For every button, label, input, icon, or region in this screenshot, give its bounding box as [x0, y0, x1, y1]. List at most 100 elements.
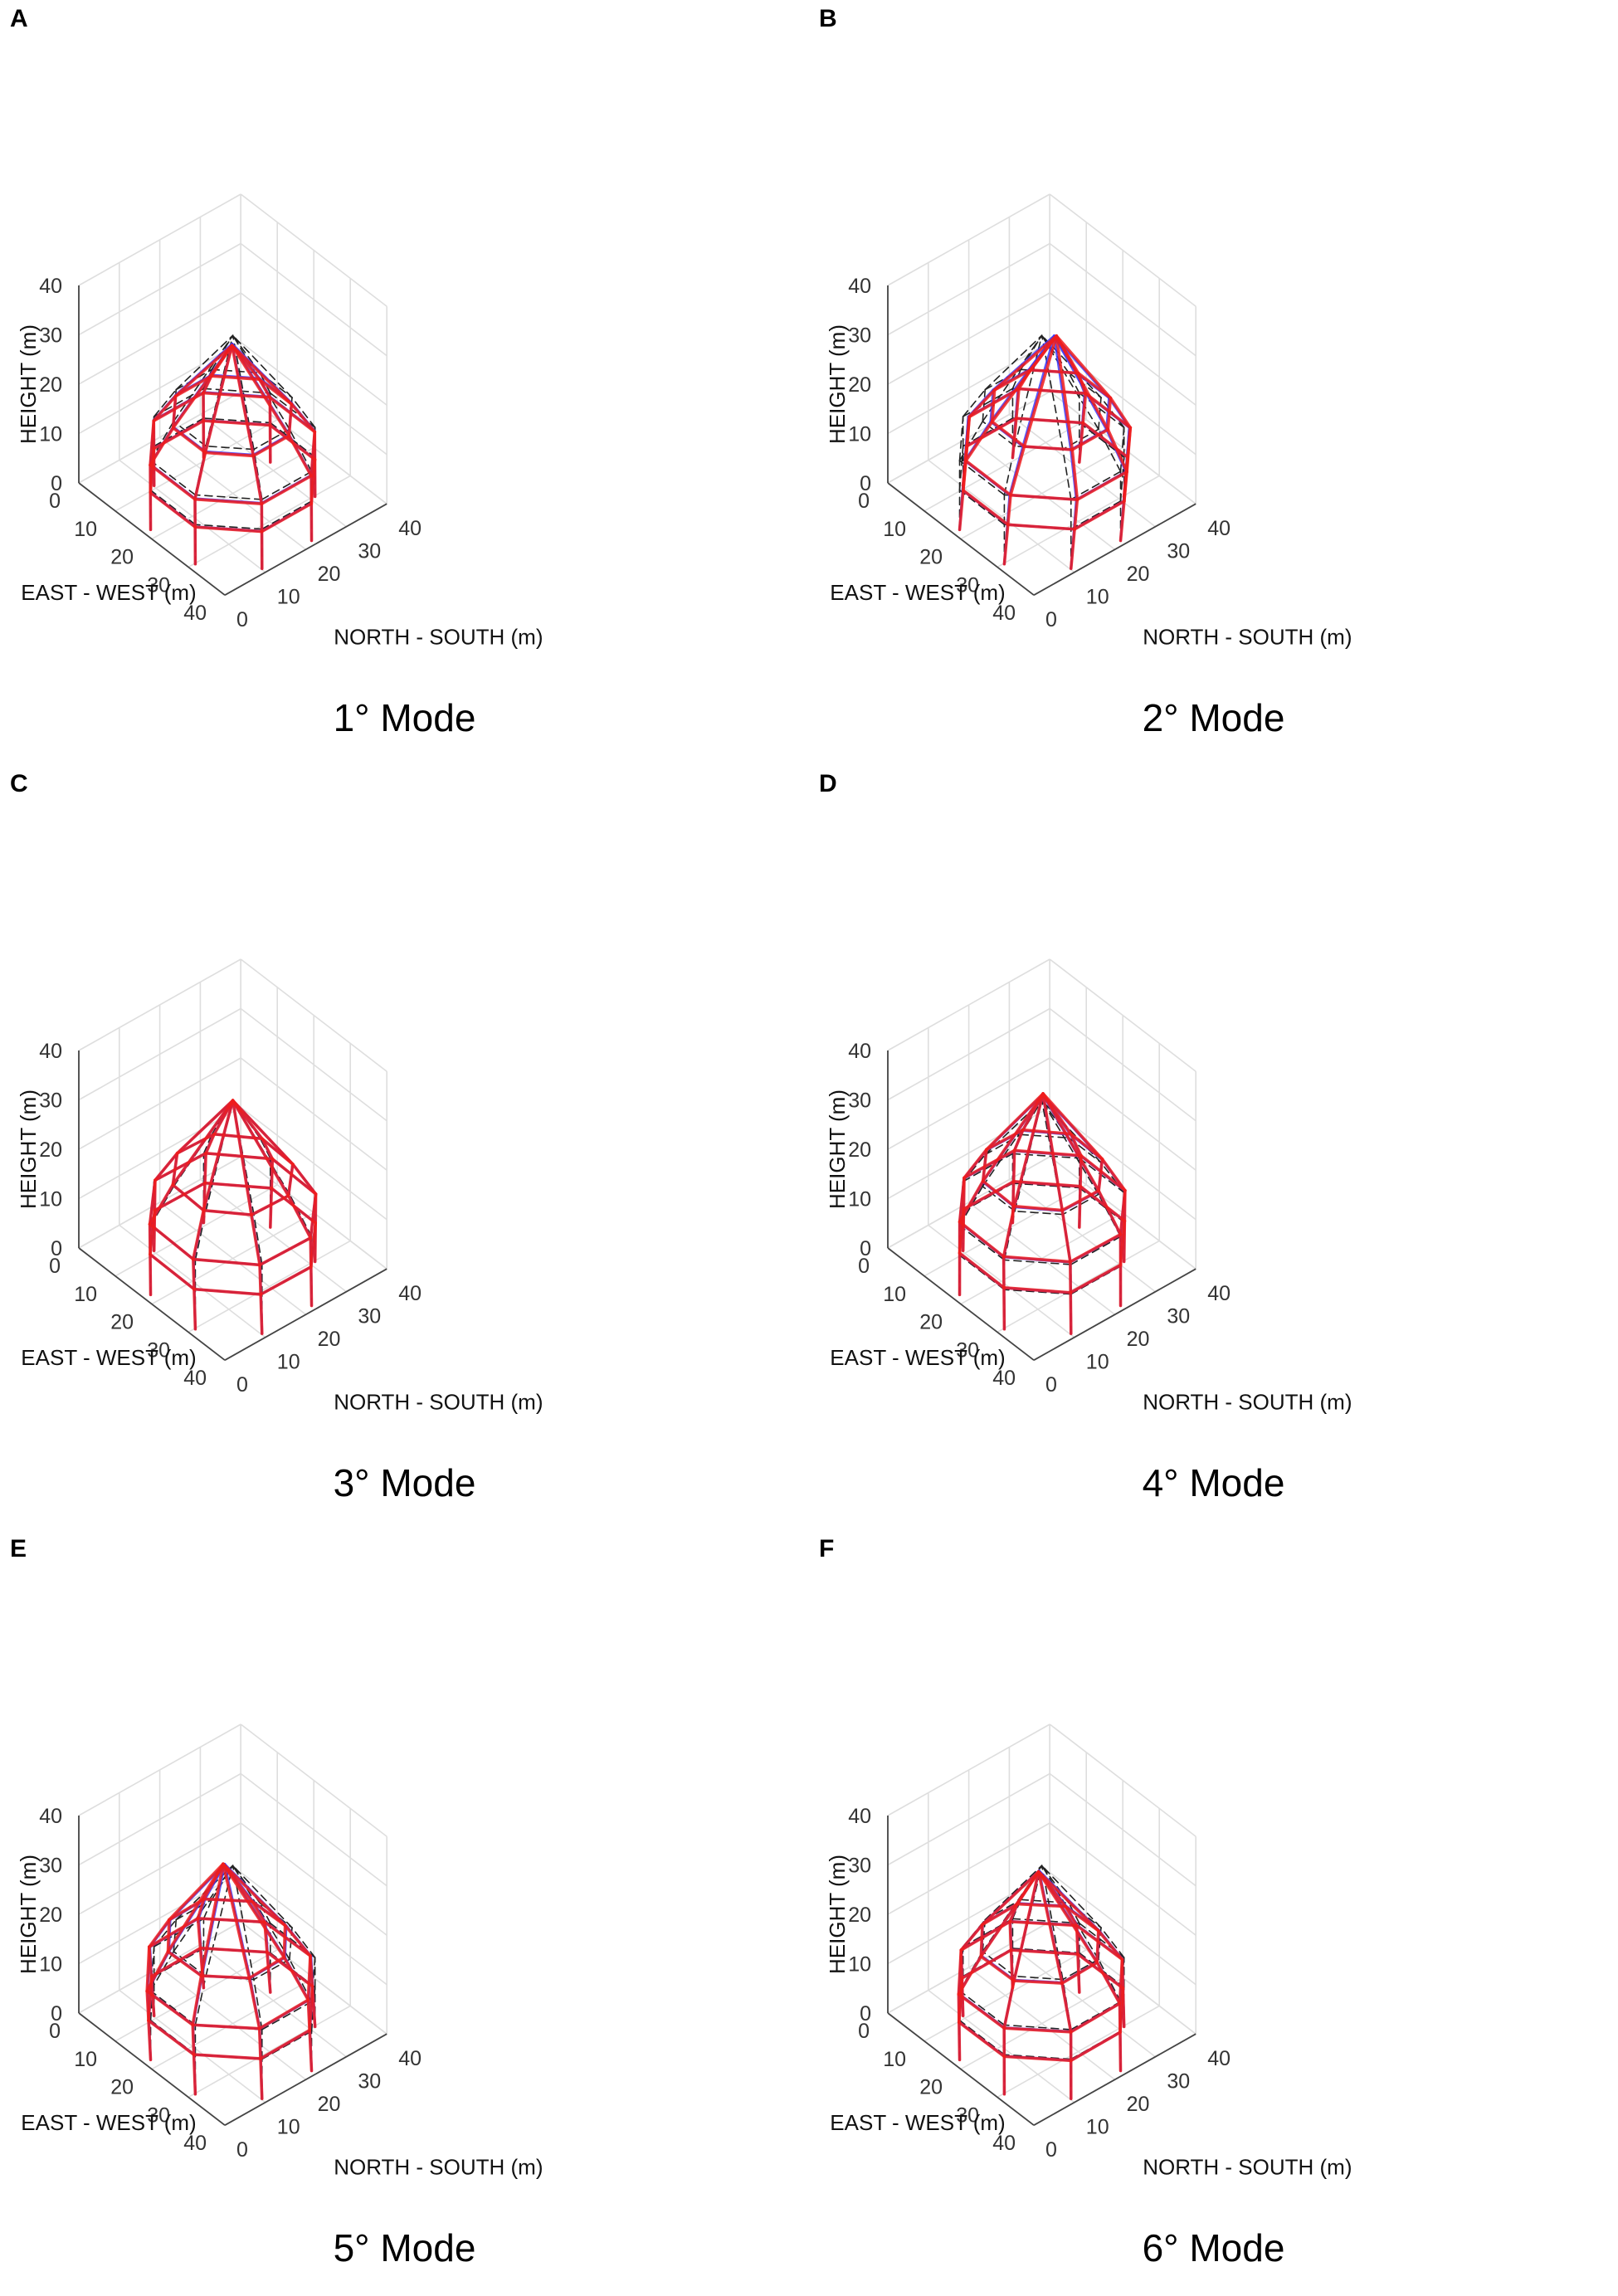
frame-member — [257, 378, 272, 399]
frame-member — [202, 391, 272, 399]
frame-member — [1028, 368, 1080, 375]
frame-member — [231, 334, 255, 451]
frame-member — [1012, 1869, 1040, 1982]
height-tick-label: 0 — [51, 472, 62, 495]
ns-axis-label: NORTH - SOUTH (m) — [334, 1390, 543, 1415]
frame-member — [230, 344, 291, 437]
grid-line — [960, 446, 1123, 540]
frame-member — [202, 417, 271, 424]
ns-tick-label: 20 — [318, 2093, 341, 2116]
frame-member — [1036, 1869, 1100, 1933]
frame-member — [282, 1955, 310, 2002]
ns-axis-line — [1033, 503, 1196, 596]
ns-tick-label: 20 — [1127, 2093, 1150, 2116]
axes — [78, 1816, 387, 2126]
panel-f: F 0 10 20 30 40 0 10 20 30 40 0 10 20 30 40 HEIGHT (m) E… — [809, 1530, 1618, 2295]
ew-tick-label: 30 — [147, 573, 170, 597]
ns-tick-label: 30 — [1167, 2070, 1190, 2094]
frame-member — [263, 1920, 269, 1954]
ns-tick-label: 20 — [318, 1328, 341, 1351]
frame-member — [196, 1897, 206, 1920]
frame-member — [1002, 2055, 1073, 2063]
series-deformed-red- — [149, 344, 317, 571]
ns-axis-line — [224, 2033, 387, 2126]
frame-member — [153, 1178, 157, 1212]
frame-member — [1078, 392, 1125, 428]
ns-tick-label: 10 — [1086, 1351, 1109, 1374]
frame-member — [171, 1183, 206, 1212]
frame-member — [258, 1236, 313, 1267]
ew-tick-label: 30 — [147, 1338, 170, 1362]
frame-member — [984, 1133, 1022, 1156]
plot-3d-mode-4: 0 10 20 30 40 0 10 20 30 40 0 10 20 30 40 HEIGHT (m) EAS… — [825, 958, 1352, 1415]
ew-tick-label: 20 — [919, 1311, 943, 1334]
frame-member — [192, 1208, 206, 1261]
frame-member — [1081, 392, 1088, 425]
ew-axis-line — [887, 2012, 1035, 2126]
frame-member — [1100, 1158, 1127, 1192]
frame-member — [962, 388, 1014, 417]
frame-member — [960, 1977, 965, 2018]
frame-member — [154, 1152, 179, 1182]
frame-member — [168, 1897, 206, 1922]
ew-tick-label: 20 — [919, 546, 943, 569]
frame-member — [957, 1992, 1006, 2030]
frame-member — [1016, 1869, 1040, 1906]
frame-member — [959, 1923, 984, 1952]
frame-member — [1009, 1948, 1015, 1990]
frame-member — [173, 1918, 178, 1952]
frame-member — [1069, 2001, 1122, 2034]
axes — [887, 1051, 1196, 1361]
ns-tick-label: 10 — [1086, 586, 1109, 609]
height-tick-label: 20 — [848, 1904, 871, 1927]
frame-member — [1012, 1979, 1064, 1985]
frame-member — [196, 1917, 202, 1950]
frame-member — [148, 1917, 200, 1949]
frame-member — [965, 415, 972, 448]
series-deformed-red- — [957, 1869, 1126, 2101]
frame-member — [231, 1865, 255, 1981]
ew-tick-label: 10 — [883, 2048, 906, 2071]
frame-member — [1060, 1982, 1073, 2034]
height-tick-label: 20 — [848, 1138, 871, 1162]
height-tick-label: 30 — [39, 1855, 62, 1878]
ns-tick-label: 10 — [277, 586, 300, 609]
grid-line — [151, 1211, 314, 1305]
frame-member — [203, 1181, 274, 1190]
frame-member — [196, 1917, 266, 1924]
ew-tick-label: 30 — [956, 1338, 979, 1362]
panel-e: E 0 10 20 30 40 0 10 20 30 40 0 10 20 30 40 HEIGHT (m) E… — [0, 1530, 809, 2295]
frame-member — [260, 474, 313, 505]
panel-c: C 0 10 20 30 40 0 10 20 30 40 0 10 20 30 40 HEIGHT (m) E… — [0, 765, 809, 1530]
frame-member — [1040, 1865, 1102, 1928]
grid-line — [997, 475, 1160, 568]
frame-member — [1008, 1920, 1013, 1952]
frame-member — [1098, 1958, 1122, 2003]
frame-member — [289, 428, 313, 473]
frame-member — [979, 1954, 1016, 1982]
ns-tick-label: 40 — [1207, 2047, 1231, 2070]
height-tick-label: 30 — [39, 324, 62, 348]
frame-member — [202, 1897, 254, 1904]
frame-member — [205, 445, 255, 451]
frame-member — [1106, 396, 1113, 431]
frame-member — [1016, 1902, 1067, 1908]
frame-member — [1064, 1904, 1100, 1933]
series-deformed-red- — [958, 334, 1133, 571]
frame-member — [1041, 1092, 1104, 1161]
ew-tick-label: 40 — [992, 602, 1016, 625]
ew-tick-label: 10 — [883, 1283, 906, 1306]
frame-member — [148, 1945, 154, 1978]
ew-tick-label: 30 — [956, 573, 979, 597]
ns-tick-label: 30 — [358, 2070, 381, 2094]
ew-tick-label: 20 — [110, 546, 134, 569]
frame-member — [958, 489, 965, 532]
height-axis-label: HEIGHT (m) — [16, 324, 41, 444]
frame-member — [984, 334, 1043, 391]
plot-3d-mode-2: 0 10 20 30 40 0 10 20 30 40 0 10 20 30 40 HEIGHT (m) EAS… — [825, 193, 1352, 650]
frame-member — [168, 1862, 225, 1922]
frame-member — [961, 1207, 966, 1253]
height-tick-label: 20 — [39, 1904, 62, 1927]
ew-tick-label: 0 — [49, 490, 61, 513]
